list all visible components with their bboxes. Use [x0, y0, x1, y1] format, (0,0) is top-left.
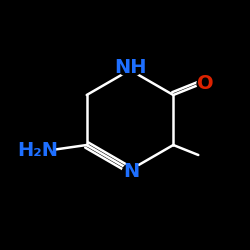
Text: H₂N: H₂N [18, 140, 58, 160]
Ellipse shape [22, 141, 54, 159]
Ellipse shape [118, 59, 142, 76]
Ellipse shape [197, 76, 214, 91]
Text: N: N [123, 162, 140, 181]
Text: O: O [198, 74, 214, 93]
Ellipse shape [122, 164, 140, 179]
Text: NH: NH [114, 58, 146, 77]
